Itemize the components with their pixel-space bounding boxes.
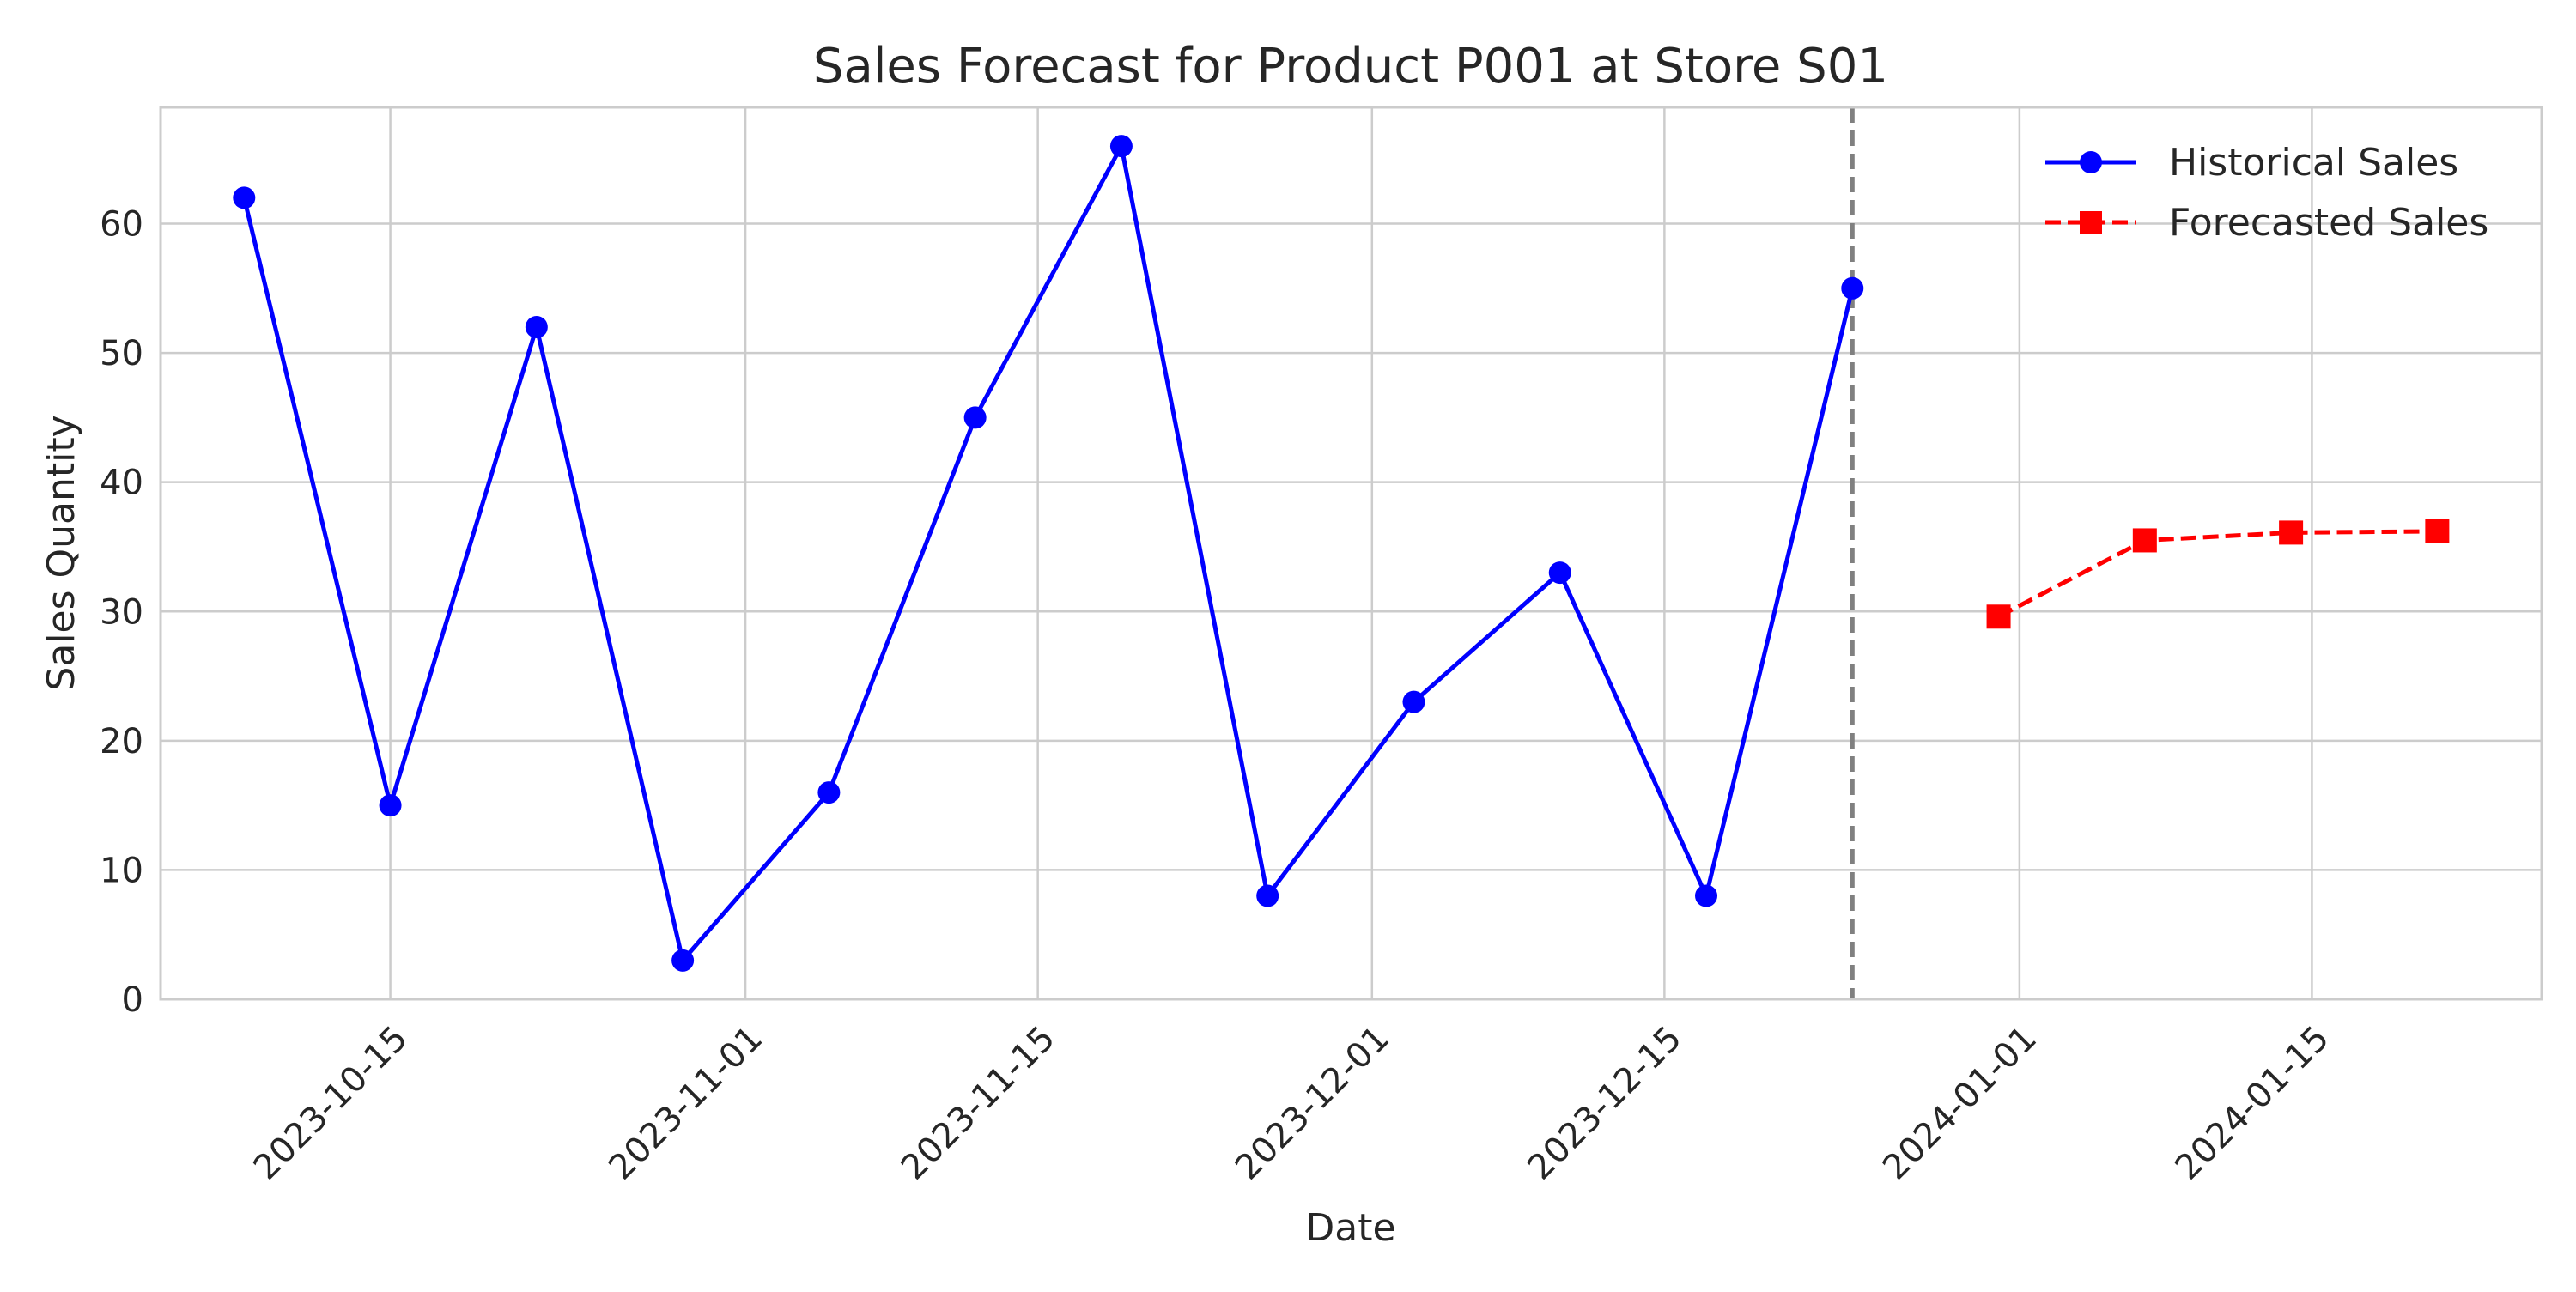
chart-title: Sales Forecast for Product P001 at Store…	[813, 39, 1888, 94]
data-point	[233, 186, 256, 209]
y-tick-label: 60	[100, 205, 143, 245]
data-point	[817, 781, 841, 804]
y-tick-label: 10	[100, 851, 143, 890]
x-tick-label: 2023-12-15	[1521, 1019, 1690, 1188]
data-point	[525, 315, 548, 338]
data-point	[2279, 520, 2304, 545]
legend-forecast-label: Forecasted Sales	[2169, 201, 2488, 245]
y-axis-ticks: 0 10 20 30 40 50 60	[100, 205, 143, 1020]
x-tick-label: 2024-01-15	[2168, 1019, 2337, 1188]
series-forecast	[1986, 519, 2450, 629]
series-line	[1997, 529, 2438, 619]
legend-historical-marker	[2080, 151, 2102, 173]
series-line	[241, 143, 1855, 963]
grid-lines	[161, 107, 2542, 1001]
legend: Historical Sales Forecasted Sales	[2045, 141, 2488, 245]
series-historical	[233, 135, 1864, 972]
plot-area	[161, 107, 2542, 999]
x-tick-label: 2023-12-01	[1228, 1019, 1397, 1188]
plot-frame	[159, 106, 2543, 1001]
x-axis-ticks: 2023-10-15 2023-11-01 2023-11-15 2023-12-01…	[246, 1019, 2337, 1188]
data-point	[963, 406, 987, 429]
x-tick-label: 2023-11-15	[894, 1019, 1063, 1188]
y-axis-title: Sales Quantity	[39, 415, 83, 690]
series-layer	[233, 135, 2450, 972]
data-point	[1256, 884, 1279, 907]
legend-item-forecast: Forecasted Sales	[2045, 201, 2488, 245]
data-point	[1548, 561, 1571, 585]
x-tick-label: 2024-01-01	[1875, 1019, 2044, 1188]
x-axis-title: Date	[1305, 1206, 1395, 1250]
y-tick-label: 40	[100, 464, 143, 503]
y-tick-label: 20	[100, 722, 143, 761]
x-tick-label: 2023-10-15	[246, 1019, 416, 1188]
legend-historical-label: Historical Sales	[2169, 141, 2458, 185]
data-point	[379, 794, 402, 817]
data-point	[1402, 690, 1425, 713]
data-point	[2132, 528, 2157, 553]
y-tick-label: 30	[100, 592, 143, 632]
data-point	[1841, 276, 1864, 300]
data-point	[2425, 519, 2450, 543]
y-tick-label: 0	[122, 980, 143, 1020]
data-point	[1695, 884, 1718, 907]
y-tick-label: 50	[100, 334, 143, 373]
data-point	[1109, 135, 1133, 158]
data-point	[671, 949, 695, 972]
legend-item-historical: Historical Sales	[2045, 141, 2458, 185]
legend-forecast-marker	[2080, 211, 2102, 234]
x-tick-label: 2023-11-01	[601, 1019, 770, 1188]
data-point	[1986, 604, 2011, 629]
